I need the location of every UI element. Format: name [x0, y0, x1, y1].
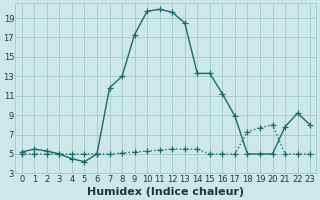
X-axis label: Humidex (Indice chaleur): Humidex (Indice chaleur): [87, 187, 244, 197]
